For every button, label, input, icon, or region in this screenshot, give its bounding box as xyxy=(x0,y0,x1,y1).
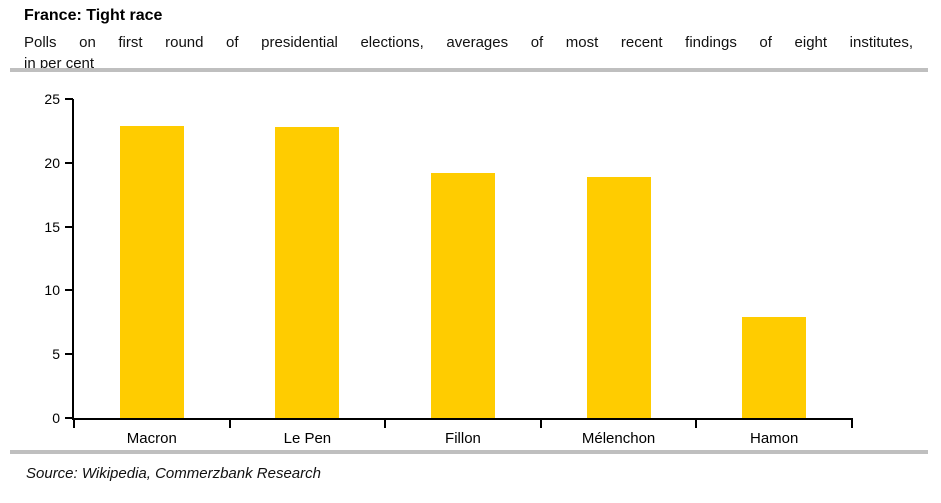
bottom-divider xyxy=(10,450,928,454)
plot-area: 0 5 10 15 20 25 Macron Le Pen Fillon Mélenchon Ham… xyxy=(44,91,853,447)
y-axis-tick-label: 10 xyxy=(44,282,60,299)
y-axis-tick-label: 15 xyxy=(44,218,60,235)
chart-title: France: Tight race xyxy=(24,7,163,24)
y-axis-tick-label: 5 xyxy=(52,346,60,363)
x-axis-category-label: Macron xyxy=(126,430,177,447)
bar-hamon xyxy=(742,317,807,418)
x-axis-tick xyxy=(851,418,853,428)
x-axis-category-label: Hamon xyxy=(750,430,799,447)
x-axis-tick xyxy=(73,418,75,428)
bar-mélenchon xyxy=(586,177,651,418)
source-text: Source: Wikipedia, Commerzbank Research xyxy=(26,465,321,482)
chart-subtitle-line1: Polls on first round of presidential ele… xyxy=(24,34,913,51)
chart-subtitle-line2: in per cent xyxy=(24,55,95,72)
y-axis-tick xyxy=(65,417,73,419)
x-axis-category-label: Mélenchon xyxy=(581,430,656,447)
y-axis-tick xyxy=(65,289,73,292)
x-axis-tick xyxy=(539,418,542,428)
y-axis-tick xyxy=(65,225,73,228)
x-axis-tick xyxy=(384,418,387,428)
y-axis-tick xyxy=(65,98,73,100)
bar-macron xyxy=(119,126,184,418)
y-axis-tick-label: 25 xyxy=(44,91,60,107)
x-axis-category-label: Le Pen xyxy=(283,430,332,447)
y-axis-tick xyxy=(65,353,73,356)
bar-fillon xyxy=(431,173,495,418)
y-axis-tick-label: 0 xyxy=(52,410,60,426)
x-axis-tick xyxy=(695,418,698,428)
y-axis-tick xyxy=(65,161,73,164)
top-divider xyxy=(10,68,928,72)
y-axis-tick-label: 20 xyxy=(44,154,60,171)
x-axis-category-label: Fillon xyxy=(445,430,481,447)
bar-le-pen xyxy=(275,127,340,418)
x-axis-tick xyxy=(228,418,231,428)
